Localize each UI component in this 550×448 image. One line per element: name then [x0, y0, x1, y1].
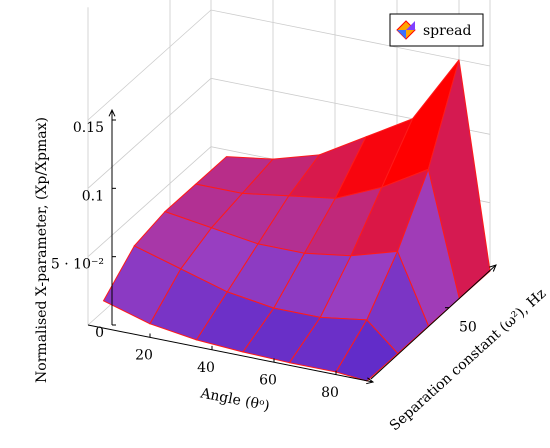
legend-icon [406, 21, 415, 30]
surface-patch [335, 319, 399, 382]
x-tick-label: 20 [135, 347, 153, 363]
axes: 20 40 60 80 50 0 5 · 10⁻² 0.1 0.15 [51, 108, 497, 401]
x-axis-arrow [366, 377, 375, 385]
legend-label: spread [423, 23, 471, 39]
z-tick-label: 5 · 10⁻² [51, 257, 104, 273]
x-tick-label: 40 [197, 360, 215, 376]
x-tick-label: 80 [321, 385, 339, 401]
x-axis-label: Angle (θᵒ) [198, 385, 271, 414]
legend-icon [397, 30, 406, 39]
legend: spread [389, 13, 484, 47]
y-axis [370, 264, 497, 380]
y-tick-label: 50 [459, 320, 477, 336]
surface [102, 59, 491, 382]
z-tick-label: 0 [95, 325, 104, 341]
z-tick-label: 0.1 [82, 188, 104, 204]
y-axis-arrow [489, 264, 497, 272]
x-tick-label: 60 [259, 372, 277, 388]
z-tick-label: 0.15 [73, 120, 104, 136]
x-axis [87, 324, 374, 383]
z-axis-label: Normalised X-parameter, (Xp/Xpmax) [34, 117, 50, 383]
z-axis-arrow [108, 108, 116, 117]
